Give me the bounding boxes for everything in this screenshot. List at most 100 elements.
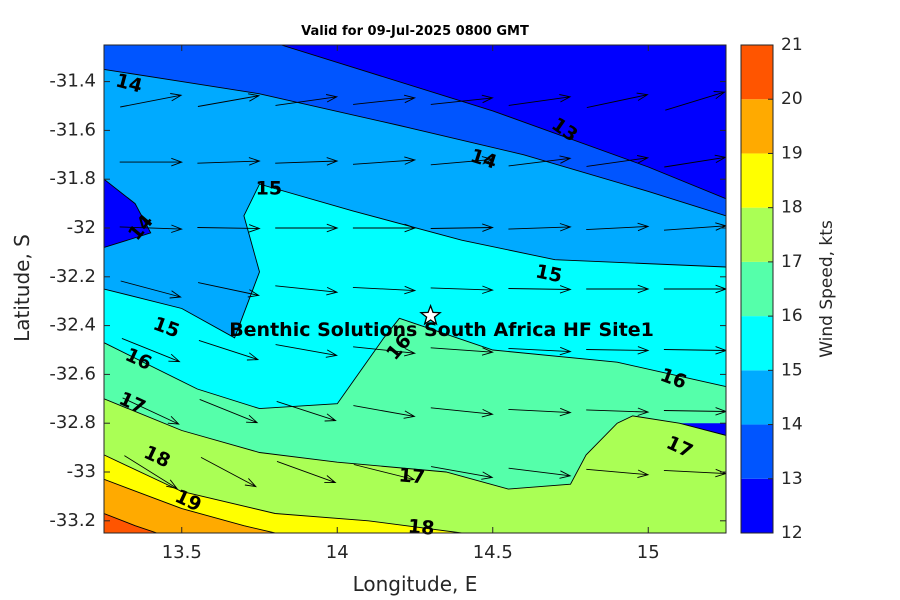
- contour-label: 15: [534, 260, 564, 287]
- plot-frame: [103, 44, 727, 534]
- colorbar-tick-label: 21: [781, 35, 803, 55]
- colorbar-tick-label: 17: [781, 252, 803, 272]
- wind-vector-arrow: [122, 397, 180, 425]
- wind-vector-arrow: [431, 466, 494, 480]
- wind-vector-arrow: [275, 285, 339, 296]
- wind-vector-arrow: [508, 94, 572, 106]
- wind-vector-arrow: [276, 400, 337, 422]
- contour-lines: [104, 45, 726, 533]
- wind-vector-arrow: [508, 223, 572, 232]
- contour-label: 15: [256, 177, 282, 199]
- wind-vector-arrow: [586, 155, 650, 167]
- wind-vector-arrow: [124, 455, 179, 490]
- wind-vector-arrow: [352, 156, 417, 165]
- colorbar-swatch: [741, 99, 773, 154]
- colorbar-tick-label: 12: [781, 523, 803, 543]
- colorbar-tick-label: 15: [781, 360, 803, 380]
- wind-vector-arrow: [353, 464, 416, 482]
- wind-vector-arrow: [197, 93, 261, 107]
- chart-title: Valid for 09-Jul-2025 0800 GMT: [301, 24, 529, 39]
- y-tick-label: -33: [67, 461, 96, 482]
- contour-line-15: [104, 183, 726, 339]
- wind-vector-arrow: [586, 468, 650, 479]
- contour-line-18: [104, 454, 462, 533]
- x-tick-label: 15: [637, 542, 660, 563]
- wind-vector-arrow: [430, 94, 494, 105]
- site-star-icon: [419, 303, 442, 326]
- wind-vector-arrow: [119, 224, 183, 233]
- wind-vector-arrow: [275, 223, 339, 233]
- wind-vector-arrow: [200, 457, 257, 488]
- colorbar-tick-label: 18: [781, 198, 803, 218]
- wind-vector-arrow: [430, 223, 494, 232]
- wind-vector-arrow: [198, 282, 260, 298]
- wind-vector-arrow: [352, 285, 417, 295]
- wind-vector-arrow: [430, 156, 494, 166]
- wind-vector-arrow: [508, 407, 572, 417]
- wind-vector-arrow: [508, 285, 572, 294]
- x-tick-label: 14.5: [473, 542, 513, 563]
- wind-vector-arrow: [275, 344, 338, 358]
- colorbar-swatch: [741, 45, 773, 100]
- y-axis-ticks: -31.4 -31.6 -31.8 -32 -32.2 -32.4 -32.6 -32.8 -3…: [49, 71, 726, 531]
- wind-vector-arrow: [353, 94, 417, 105]
- wind-vector-arrow: [430, 285, 494, 294]
- wind-vector-arrow: [275, 157, 339, 166]
- contour-band-15-16: [104, 184, 726, 409]
- colorbar-swatch: [741, 153, 773, 208]
- wind-vector-arrow: [586, 346, 650, 355]
- wind-vector-arrow: [508, 346, 572, 356]
- colorbar-swatch: [741, 370, 773, 425]
- x-tick-label: 14: [326, 542, 349, 563]
- site-marker: Benthic Solutions South Africa HF Site1: [229, 303, 654, 341]
- wind-vector-arrow: [275, 94, 339, 106]
- contour-label: 17: [398, 464, 426, 488]
- wind-vector-arrow: [586, 92, 649, 109]
- wind-vector-arrow: [199, 398, 259, 424]
- wind-vector-arrow: [508, 467, 572, 479]
- wind-vector-arrow: [198, 339, 260, 361]
- wind-vector-arrow: [430, 347, 494, 356]
- wind-vector-arrow: [197, 157, 261, 166]
- colorbar-tick-label: 13: [781, 469, 803, 489]
- x-axis-label: Longitude, E: [352, 572, 478, 596]
- wind-vector-arrow: [353, 346, 417, 357]
- colorbar-tick-label: 20: [781, 89, 803, 109]
- colorbar-swatch: [741, 207, 773, 262]
- contour-fills: [104, 45, 726, 533]
- contour-line-20: [104, 513, 158, 533]
- contour-band-17-18: [104, 398, 726, 533]
- contour-band-14-15: [104, 69, 726, 338]
- y-tick-label: -31.6: [49, 119, 96, 140]
- contour-line-14: [104, 68, 726, 217]
- y-tick-label: -32.8: [49, 412, 96, 433]
- y-tick-label: -31.8: [49, 168, 96, 189]
- colorbar: 12 13 14 15 16 17 18 19 20 21: [740, 35, 803, 543]
- contour-label: 18: [407, 516, 435, 540]
- contour-line-14: [104, 178, 152, 248]
- wind-vector-arrow: [119, 157, 184, 167]
- x-tick-label: 13.5: [162, 542, 202, 563]
- wind-vector-arrow: [276, 460, 337, 484]
- wind-vectors: [119, 91, 726, 490]
- y-tick-label: -32.6: [49, 363, 96, 384]
- colorbar-swatch: [741, 478, 773, 533]
- y-tick-label: -31.4: [49, 71, 96, 92]
- colorbar-tick-label: 16: [781, 306, 803, 326]
- y-tick-label: -32.4: [49, 315, 96, 336]
- site-label: Benthic Solutions South Africa HF Site1: [229, 319, 654, 341]
- contour-band-20-21: [104, 513, 157, 533]
- contour-line-17: [104, 398, 726, 490]
- y-tick-label: -32: [67, 217, 96, 238]
- wind-vector-arrow: [353, 405, 416, 419]
- x-axis-ticks: 13.5 14 14.5 15: [162, 45, 660, 563]
- contour-band-19-20: [104, 479, 276, 533]
- y-tick-label: -33.2: [49, 510, 96, 531]
- contour-line-16: [104, 317, 726, 410]
- colorbar-tick-label: 19: [781, 143, 803, 163]
- y-tick-label: -32.2: [49, 266, 96, 287]
- contour-line-13: [281, 45, 726, 200]
- contour-band-16-17: [104, 318, 726, 490]
- wind-vector-arrow: [586, 407, 650, 416]
